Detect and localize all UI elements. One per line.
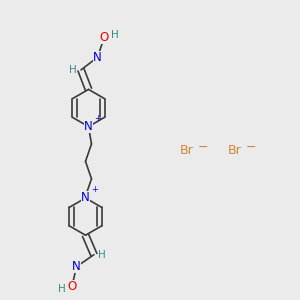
Text: N: N bbox=[93, 51, 102, 64]
Text: N: N bbox=[72, 260, 81, 273]
Text: N: N bbox=[84, 120, 93, 133]
Text: H: H bbox=[58, 284, 65, 294]
Text: O: O bbox=[100, 31, 109, 44]
Text: H: H bbox=[111, 30, 119, 40]
Text: O: O bbox=[68, 280, 76, 293]
Text: +: + bbox=[91, 185, 98, 194]
Text: H: H bbox=[98, 250, 106, 260]
Text: +: + bbox=[94, 114, 101, 123]
Text: H: H bbox=[69, 65, 76, 75]
Text: −: − bbox=[198, 140, 208, 154]
Text: Br: Br bbox=[228, 143, 242, 157]
Text: N: N bbox=[81, 191, 90, 205]
Text: −: − bbox=[246, 140, 256, 154]
Text: Br: Br bbox=[180, 143, 194, 157]
